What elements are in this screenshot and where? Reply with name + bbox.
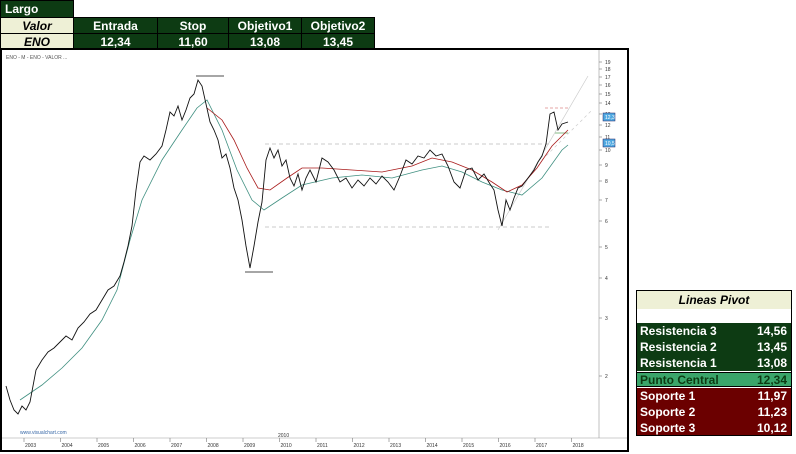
price-tick-label: 16 bbox=[605, 83, 611, 89]
year-tick-label: 2005 bbox=[98, 443, 109, 449]
pivot-value: 12,34 bbox=[756, 372, 787, 387]
year-tick-label: 2010 bbox=[281, 443, 292, 449]
pivot-label: Soporte 2 bbox=[640, 405, 696, 419]
year-tick-label: 2008 bbox=[208, 443, 219, 449]
header-objetivo2: Objetivo2 bbox=[301, 17, 375, 34]
year-tick-label: 2016 bbox=[500, 443, 511, 449]
price-tick-label: 8 bbox=[605, 179, 608, 185]
pivot-title: Lineas Pivot bbox=[637, 291, 791, 309]
price-tag-current bbox=[602, 112, 616, 122]
price-tag-current-text: 12,3 bbox=[605, 115, 615, 121]
pivot-value: 13,08 bbox=[756, 356, 787, 370]
year-tick-label: 2012 bbox=[354, 443, 365, 449]
year-tick-label: 2009 bbox=[244, 443, 255, 449]
price-chart[interactable]: ENO - M - ENO - VALOR ... 19181716151413… bbox=[0, 48, 629, 452]
price-tick-label: 15 bbox=[605, 92, 611, 98]
price-tag-secondary-text: 10,5 bbox=[605, 141, 615, 147]
pivot-value: 14,56 bbox=[756, 324, 787, 338]
pivot-row-resistencia-1: Resistencia 1 13,08 bbox=[637, 355, 791, 371]
header-entrada: Entrada bbox=[73, 17, 158, 34]
price-tick-label: 3 bbox=[605, 316, 608, 322]
price-tick-label: 9 bbox=[605, 163, 608, 169]
moving-average-long bbox=[19, 99, 569, 401]
pivot-row-soporte-1: Soporte 1 11,97 bbox=[637, 388, 791, 404]
pivot-label: Resistencia 3 bbox=[640, 324, 717, 338]
year-tick-label: 2013 bbox=[390, 443, 401, 449]
direction-label: Largo bbox=[0, 0, 74, 18]
header-valor: Valor bbox=[0, 17, 74, 34]
price-tick-label: 2 bbox=[605, 374, 608, 380]
year-tick-label: 2004 bbox=[62, 443, 73, 449]
year-tick-label: 2018 bbox=[573, 443, 584, 449]
year-tick-label: 2007 bbox=[171, 443, 182, 449]
price-tick-label: 18 bbox=[605, 67, 611, 73]
price-tick-label: 17 bbox=[605, 75, 611, 81]
year-tick-label: 2006 bbox=[135, 443, 146, 449]
pivot-value: 10,12 bbox=[756, 420, 787, 435]
price-series bbox=[5, 78, 569, 415]
pivot-label: Punto Central bbox=[640, 372, 719, 387]
pivot-row-soporte-2: Soporte 2 11,23 bbox=[637, 404, 791, 420]
year-tick-label: 2003 bbox=[25, 443, 36, 449]
value-stop: 11,60 bbox=[157, 33, 229, 50]
price-tick-label: 5 bbox=[605, 245, 608, 251]
price-tag-secondary bbox=[602, 138, 616, 148]
cursor-year-label: 2010 bbox=[278, 433, 289, 439]
value-entrada: 12,34 bbox=[73, 33, 158, 50]
chart-canvas[interactable]: ENO - M - ENO - VALOR ... 19181716151413… bbox=[2, 50, 627, 450]
pivot-row-resistencia-2: Resistencia 2 13,45 bbox=[637, 339, 791, 355]
header-stop: Stop bbox=[157, 17, 229, 34]
chart-header-text: ENO - M - ENO - VALOR ... bbox=[6, 55, 67, 61]
pivot-label: Soporte 3 bbox=[640, 420, 696, 435]
pivot-label: Resistencia 2 bbox=[640, 340, 717, 354]
price-tick-label: 12 bbox=[605, 123, 611, 129]
pivot-value: 11,97 bbox=[757, 389, 787, 403]
price-tick-label: 14 bbox=[605, 101, 611, 107]
price-tick-label: 4 bbox=[605, 276, 608, 282]
pivot-row-punto-central: Punto Central 12,34 bbox=[637, 372, 791, 387]
time-axis: 2003 2004 2005 2006 2007 2008 2009 2010 2011 2012… bbox=[23, 438, 584, 449]
year-tick-label: 2015 bbox=[463, 443, 474, 449]
year-tick-label: 2017 bbox=[536, 443, 547, 449]
price-tick-label: 19 bbox=[605, 60, 611, 66]
year-tick-label: 2014 bbox=[427, 443, 438, 449]
moving-average-short bbox=[206, 107, 569, 193]
pivot-value: 13,45 bbox=[756, 340, 787, 354]
pivot-value: 11,23 bbox=[757, 405, 787, 419]
pivot-row-resistencia-3: Resistencia 3 14,56 bbox=[637, 323, 791, 339]
year-tick-label: 2011 bbox=[317, 443, 328, 449]
price-axis: 1918171615141312111098765432 bbox=[599, 60, 611, 380]
price-tick-label: 10 bbox=[605, 148, 611, 154]
price-tick-label: 11 bbox=[605, 135, 610, 141]
price-tick-label: 6 bbox=[605, 219, 608, 225]
price-tick-label: 7 bbox=[605, 198, 608, 204]
pivot-label: Resistencia 1 bbox=[640, 356, 717, 370]
pivot-row-soporte-3: Soporte 3 10,12 bbox=[637, 420, 791, 435]
watermark: www.visualchart.com bbox=[20, 430, 67, 436]
header-objetivo1: Objetivo1 bbox=[228, 17, 302, 34]
pivot-label: Soporte 1 bbox=[640, 389, 696, 403]
